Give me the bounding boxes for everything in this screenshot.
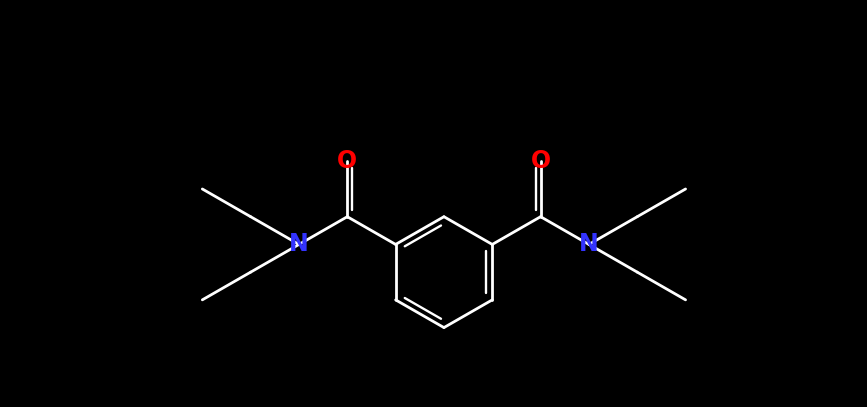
- Text: N: N: [579, 232, 599, 256]
- Text: O: O: [337, 149, 357, 173]
- Text: O: O: [531, 149, 551, 173]
- Text: N: N: [289, 232, 309, 256]
